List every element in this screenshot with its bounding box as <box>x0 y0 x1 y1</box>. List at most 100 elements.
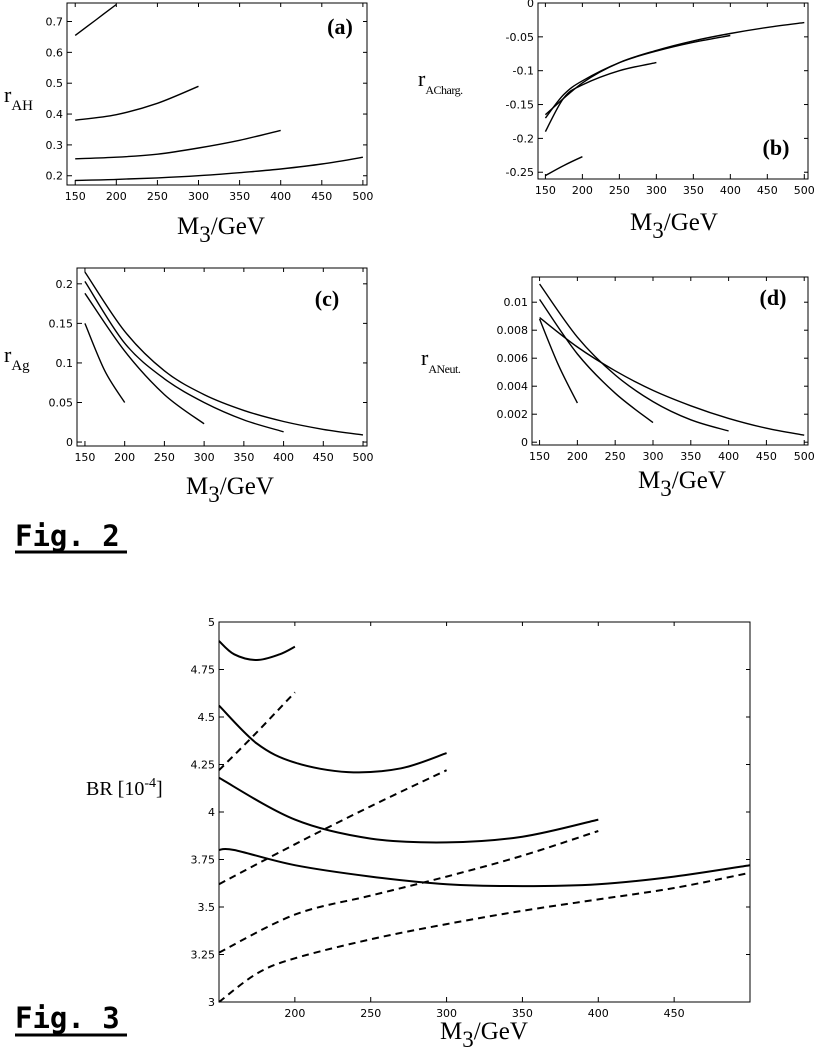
panel-a-tag: (a) <box>327 14 353 39</box>
panel-c-ticks: 150 200 250 300 350 400 450 500 0 0.05 0.1 0.15 0.2 <box>49 268 374 464</box>
fig3-xtick-label: 400 <box>588 1007 609 1020</box>
fig3-xtick-label: 350 <box>512 1007 533 1020</box>
panel-a-xtick-label: 350 <box>229 190 250 203</box>
panel-b-ytick-label: 0 <box>527 0 534 10</box>
panel-b-ytick-label: -0.1 <box>513 65 534 78</box>
fig3-xtick-label: 450 <box>664 1007 685 1020</box>
panel-d-xtick-label: 350 <box>680 450 701 463</box>
panel-c-xtick-label: 350 <box>233 451 254 464</box>
panel-b-xtick-label: 300 <box>646 184 667 197</box>
panel-b-ytick-label: -0.25 <box>506 166 534 179</box>
panel-d-ytick-label: 0.002 <box>497 408 529 421</box>
fig3-xlabel: M3/GeV <box>440 1018 528 1049</box>
panel-c-curves <box>84 271 364 436</box>
fig3-frame <box>218 621 751 1003</box>
panel-b: 150 200 250 300 350 400 450 500 0 -0.05 -0.1 -0.15 -… <box>418 0 815 243</box>
panel-d-xtick-label: 250 <box>605 450 626 463</box>
panel-d-xtick-label: 300 <box>642 450 663 463</box>
fig3-ticks: 200 250 300 350 400 450 3 3.25 3.5 3.75 4 4.25 4.5 4.… <box>191 616 750 1020</box>
panel-a-ytick-label: 0.2 <box>46 170 64 183</box>
panel-a-xtick-label: 300 <box>188 190 209 203</box>
panel-b-xtick-label: 250 <box>609 184 630 197</box>
panel-d-ytick-label: 0 <box>521 436 528 449</box>
panel-d-curve-3-solid <box>539 283 729 432</box>
fig3-xtick-label: 200 <box>284 1007 305 1020</box>
panel-a: 150 200 250 300 350 400 450 500 0.2 0.3 0.4 0.5 0.6 0… <box>4 2 373 247</box>
panel-a-ticks: 150 200 250 300 350 400 450 500 0.2 0.3 0.4 0.5 0.6 0… <box>46 3 373 203</box>
fig3-ytick-label: 4.75 <box>191 664 216 677</box>
panel-c-xtick-label: 500 <box>353 451 374 464</box>
panel-b-ytick-label: -0.05 <box>506 31 534 44</box>
panel-b-ticks: 150 200 250 300 350 400 450 500 0 -0.05 -0.1 -0.15 -… <box>506 0 815 197</box>
panel-c-ytick-label: 0.15 <box>49 317 74 330</box>
panel-b-curve-3-solid <box>544 34 731 119</box>
fig2-caption: Fig. 2 <box>15 519 127 554</box>
panel-b-ytick-label: -0.15 <box>506 99 534 112</box>
panel-c-curve-3-solid <box>84 281 284 433</box>
panel-c-ytick-label: 0.05 <box>49 396 74 409</box>
panel-b-curves <box>544 21 805 177</box>
panel-b-xtick-label: 400 <box>720 184 741 197</box>
panel-b-xtick-label: 200 <box>572 184 593 197</box>
fig3-curve-2-solid <box>218 704 447 774</box>
panel-c-frame <box>76 267 368 447</box>
fig3-curve-6-dashed <box>218 769 448 886</box>
fig3-curve-4-solid <box>218 847 751 888</box>
panel-d-curve-4-solid <box>539 317 805 436</box>
panel-d-xtick-label: 400 <box>718 450 739 463</box>
panel-a-curve-1-solid <box>74 3 117 36</box>
panel-d-curve-2-solid <box>539 299 654 424</box>
panel-c-xtick-label: 150 <box>74 451 95 464</box>
panel-d-ticks: 150 200 250 300 350 400 450 500 0 0.002 0.004 0.006… <box>497 277 815 463</box>
panel-b-frame <box>537 2 809 180</box>
panel-c: 150 200 250 300 350 400 450 50000.050.10.150.2 … <box>4 267 374 507</box>
panel-d-xtick-label: 150 <box>529 450 550 463</box>
panel-a-curve-2-solid <box>75 85 199 121</box>
panel-a-xtick-label: 500 <box>352 190 373 203</box>
panel-b-curve-4-solid <box>544 21 805 116</box>
panel-c-xtick-label: 450 <box>313 451 334 464</box>
fig3-caption: Fig. 3 <box>15 1001 127 1037</box>
fig3-ytick-label: 4.25 <box>191 759 216 772</box>
panel-a-ylabel: rAH <box>4 82 33 114</box>
panel-b-curve-2-solid <box>544 61 657 132</box>
panel-c-curve-4-solid <box>84 271 364 436</box>
fig3-ytick-label: 4 <box>208 806 215 819</box>
fig3-ytick-label: 3.75 <box>191 854 216 867</box>
panel-c-curve-1-solid <box>84 323 126 403</box>
panel-a-frame <box>66 2 368 186</box>
panel-d-ytick-label: 0.006 <box>497 352 529 365</box>
panel-c-xtick-label: 300 <box>194 451 215 464</box>
panel-c-ytick-label: 0.1 <box>56 357 74 370</box>
fig3-xtick-label: 300 <box>436 1007 457 1020</box>
panel-c-xlabel: M3/GeV <box>186 473 274 507</box>
panel-d: 150 200 250 300 350 400 450 500 0 0.002 0.004 0.006… <box>421 276 815 501</box>
panel-a-ytick-label: 0.3 <box>46 139 64 152</box>
panel-b-xlabel: M3/GeV <box>630 209 718 243</box>
fig3-curve-8-dashed <box>218 871 751 1003</box>
panel-d-tag: (d) <box>760 285 787 310</box>
panel-a-xtick-label: 150 <box>65 190 86 203</box>
panel-b-xtick-label: 350 <box>683 184 704 197</box>
panel-b-curve-1-solid <box>545 156 583 177</box>
panel-c-curve-2-solid <box>84 292 205 425</box>
fig3-curves <box>218 640 751 1003</box>
panel-d-curves <box>538 283 805 436</box>
panel-a-xtick-label: 450 <box>311 190 332 203</box>
panel-d-ytick-label: 0.01 <box>504 296 529 309</box>
fig3-ytick-label: 5 <box>208 616 215 629</box>
panel-b-xtick-label: 500 <box>794 184 815 197</box>
panel-d-xtick-label: 200 <box>567 450 588 463</box>
fig3-ytick-label: 3 <box>208 996 215 1009</box>
fig2-label: Fig. 2 <box>15 519 120 553</box>
panel-a-xtick-label: 200 <box>106 190 127 203</box>
panel-d-curve-1-solid <box>538 318 579 404</box>
fig3-curve-3-solid <box>218 776 599 844</box>
panel-c-ytick-label: 0.2 <box>56 278 74 291</box>
fig3-curve-5-dashed <box>218 691 296 771</box>
panel-a-ytick-label: 0.6 <box>46 46 64 59</box>
panel-a-ytick-label: 0.4 <box>46 108 64 121</box>
panel-a-xtick-label: 400 <box>270 190 291 203</box>
panel-b-ytick-label: -0.2 <box>513 132 534 145</box>
